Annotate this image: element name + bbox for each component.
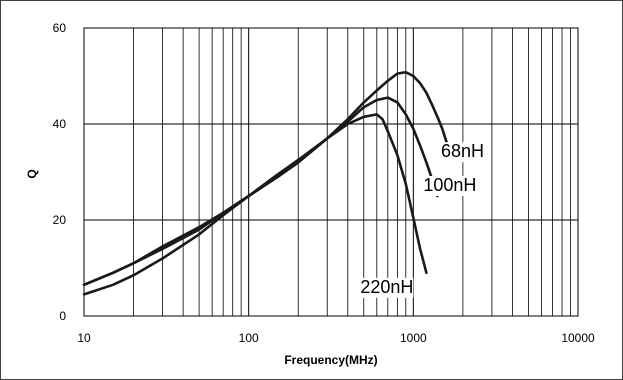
grid [83, 28, 578, 316]
series-label-bg [421, 176, 477, 196]
series-line-220nh [82, 113, 428, 296]
series-label-68nh: 68nH [441, 141, 484, 161]
plot-area [83, 27, 579, 317]
y-tick-label: 0 [59, 309, 66, 323]
y-axis-label: Q [25, 169, 39, 178]
series-lines [82, 70, 449, 296]
series-labels: 68nH 100nH 220nH [358, 141, 484, 298]
x-tick-label: 1000 [400, 331, 427, 345]
series-line-68nh [82, 70, 449, 287]
y-tick-label: 20 [53, 213, 67, 227]
series-label-bg [438, 142, 484, 163]
series-label-220nh: 220nH [360, 277, 413, 297]
x-tick-label: 100 [239, 331, 259, 345]
x-tick-label: 10 [77, 331, 91, 345]
y-tick-label: 60 [53, 21, 67, 35]
series-label-bg [358, 277, 414, 298]
x-axis-label: Frequency(MHz) [284, 353, 377, 367]
series-line-100nh [82, 96, 439, 287]
y-tick-label: 40 [53, 117, 67, 131]
x-tick-label: 10000 [561, 331, 595, 345]
series-label-100nh: 100nH [423, 175, 476, 195]
tick-labels: 10 100 1000 10000 0 20 40 60 [53, 21, 595, 345]
